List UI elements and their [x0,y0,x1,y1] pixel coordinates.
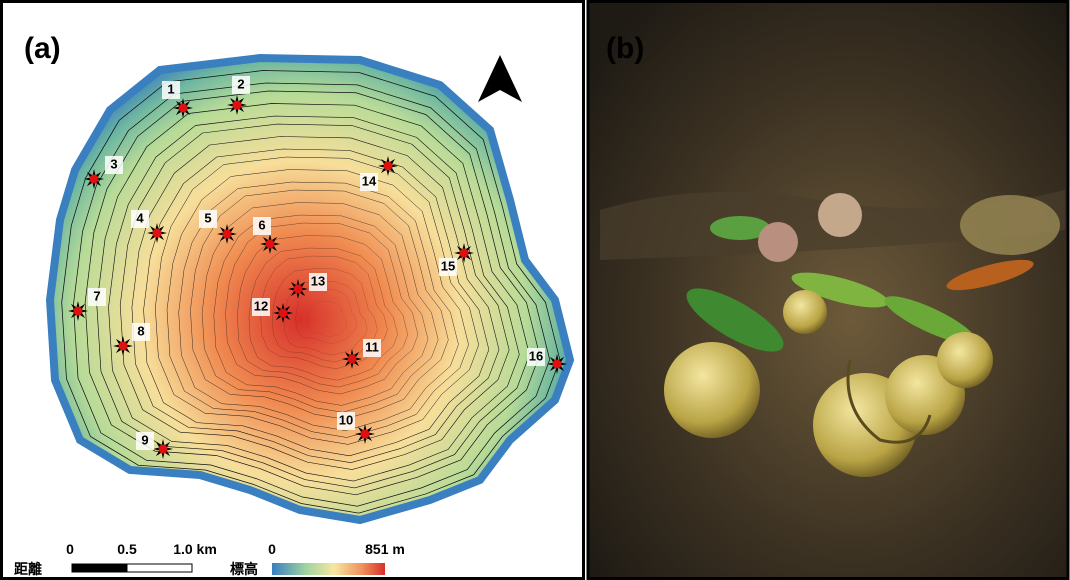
snail [937,332,993,388]
site-label: 16 [529,348,543,363]
elevation-legend [272,563,385,575]
site-label: 15 [441,258,455,273]
site-dot [294,285,303,294]
site-dot [553,360,562,369]
scale-tick: 0 [66,541,74,557]
site-dot [74,307,83,316]
scale-tick: 1.0 km [173,541,217,557]
scale-bar [72,564,127,572]
snail [664,342,760,438]
site-label: 1 [167,81,174,96]
legend-min: 0 [268,541,276,557]
site-dot [119,342,128,351]
site-label: 12 [254,298,268,313]
page: (a) 12345678910111213141516 距離 0 0.5 1.0… [0,0,1070,580]
site-label: 14 [362,173,377,188]
scale-title: 距離 [14,561,42,577]
snail [818,193,862,237]
site-label: 7 [93,288,100,303]
site-dot [90,175,99,184]
site-label: 9 [141,432,148,447]
site-dot [223,230,232,239]
site-dot [153,229,162,238]
site-label: 10 [339,412,353,427]
site-dot [384,162,393,171]
site-dot [179,104,188,113]
site-label: 8 [137,323,144,338]
site-label: 2 [237,76,244,91]
site-dot [279,309,288,318]
site-label: 5 [204,210,211,225]
leaf [960,195,1060,255]
site-dot [233,101,242,110]
site-label: 3 [110,156,117,171]
site-dot [348,355,357,364]
site-label: 13 [311,273,325,288]
site-dot [159,445,168,454]
site-dot [460,249,469,258]
site-label: 4 [136,210,144,225]
snail [758,222,798,262]
scale-tick: 0.5 [117,541,137,557]
panel-label: (a) [24,32,61,65]
site-dot [266,240,275,249]
scale-bar [127,564,192,572]
site-dot [361,430,370,439]
snail [783,290,827,334]
legend-title: 標高 [230,561,258,577]
panel-label: (b) [606,32,644,65]
figure: (a) 12345678910111213141516 距離 0 0.5 1.0… [0,0,1070,580]
legend-max: 851 m [365,541,405,557]
site-label: 6 [258,217,265,232]
site-label: 11 [365,339,379,354]
